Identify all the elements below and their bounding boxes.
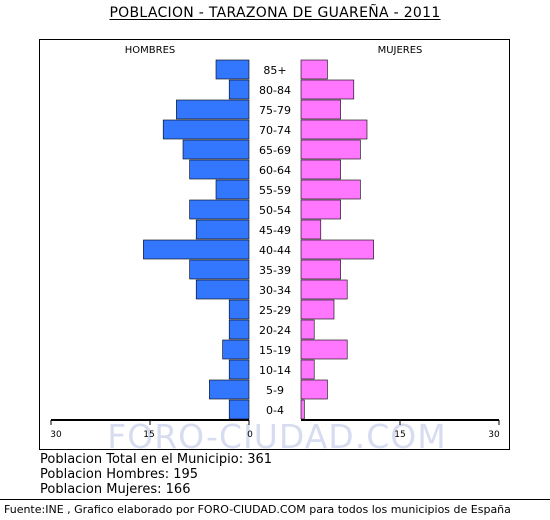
- bar-mujeres-70-74: [300, 119, 368, 140]
- age-label-65-69: 65-69: [259, 144, 291, 157]
- age-label-10-14: 10-14: [259, 364, 291, 377]
- bar-hombres-70-74: [162, 119, 250, 140]
- age-label-55-59: 55-59: [259, 184, 291, 197]
- total-population: Poblacion Total en el Municipio: 361: [40, 452, 273, 467]
- bar-hombres-45-49: [195, 219, 250, 240]
- bar-mujeres-15-19: [300, 339, 348, 360]
- age-label-45-49: 45-49: [259, 224, 291, 237]
- x-tick-label: 0: [247, 430, 253, 440]
- bar-mujeres-5-9: [300, 379, 328, 400]
- population-stats: Poblacion Total en el Municipio: 361 Pob…: [40, 452, 272, 497]
- bar-mujeres-65-69: [300, 139, 361, 160]
- bar-hombres-35-39: [189, 259, 250, 280]
- bar-hombres-20-24: [228, 319, 250, 340]
- bar-mujeres-30-34: [300, 279, 348, 300]
- age-label-0-4: 0-4: [266, 404, 284, 417]
- bar-mujeres-60-64: [300, 159, 341, 180]
- bar-hombres-85+: [215, 59, 250, 80]
- x-tick-label: 30: [50, 430, 62, 440]
- mujeres-label: MUJERES: [378, 45, 423, 56]
- bar-hombres-40-44: [143, 239, 250, 260]
- age-label-70-74: 70-74: [259, 124, 291, 137]
- bar-mujeres-35-39: [300, 259, 341, 280]
- bar-hombres-25-29: [228, 299, 250, 320]
- chart-title-text: POBLACION - TARAZONA DE GUAREÑA - 2011: [109, 5, 441, 21]
- age-label-40-44: 40-44: [259, 244, 291, 257]
- hombres-label: HOMBRES: [125, 45, 176, 56]
- bar-mujeres-40-44: [300, 239, 374, 260]
- x-tick-label: 30: [488, 430, 500, 440]
- bar-hombres-5-9: [209, 379, 250, 400]
- age-label-85+: 85+: [263, 64, 286, 77]
- bar-hombres-80-84: [228, 79, 250, 100]
- bar-hombres-65-69: [182, 139, 250, 160]
- age-label-60-64: 60-64: [259, 164, 291, 177]
- bar-hombres-50-54: [189, 199, 250, 220]
- bar-hombres-60-64: [189, 159, 250, 180]
- bar-hombres-0-4: [228, 399, 250, 420]
- footer-divider: [0, 499, 550, 500]
- bar-mujeres-80-84: [300, 79, 355, 100]
- bar-hombres-15-19: [222, 339, 250, 360]
- bar-mujeres-55-59: [300, 179, 361, 200]
- age-label-80-84: 80-84: [259, 84, 291, 97]
- age-label-30-34: 30-34: [259, 284, 291, 297]
- bar-mujeres-45-49: [300, 219, 322, 240]
- bar-hombres-55-59: [215, 179, 250, 200]
- male-population: Poblacion Hombres: 195: [40, 467, 199, 482]
- female-population: Poblacion Mujeres: 166: [40, 482, 191, 497]
- bar-mujeres-85+: [300, 59, 328, 80]
- bar-hombres-30-34: [195, 279, 250, 300]
- age-label-75-79: 75-79: [259, 104, 291, 117]
- source-note: Fuente:INE , Grafico elaborado por FORO-…: [4, 503, 511, 516]
- bar-mujeres-10-14: [300, 359, 315, 380]
- x-tick-label: 15: [394, 430, 405, 440]
- age-label-15-19: 15-19: [259, 344, 291, 357]
- bar-hombres-75-79: [176, 99, 250, 120]
- chart-title: POBLACION - TARAZONA DE GUAREÑA - 2011: [0, 5, 550, 21]
- age-label-5-9: 5-9: [266, 384, 284, 397]
- x-tick-label: 15: [143, 430, 154, 440]
- bar-mujeres-25-29: [300, 299, 335, 320]
- age-label-25-29: 25-29: [259, 304, 291, 317]
- bar-mujeres-50-54: [300, 199, 341, 220]
- bar-mujeres-20-24: [300, 319, 315, 340]
- age-label-20-24: 20-24: [259, 324, 291, 337]
- watermark-text: FORO-CIUDAD.COM: [107, 417, 446, 456]
- age-label-35-39: 35-39: [259, 264, 291, 277]
- bar-mujeres-0-4: [300, 399, 305, 420]
- bar-hombres-10-14: [228, 359, 250, 380]
- chart-frame: [39, 39, 510, 450]
- age-label-50-54: 50-54: [259, 204, 291, 217]
- bar-mujeres-75-79: [300, 99, 341, 120]
